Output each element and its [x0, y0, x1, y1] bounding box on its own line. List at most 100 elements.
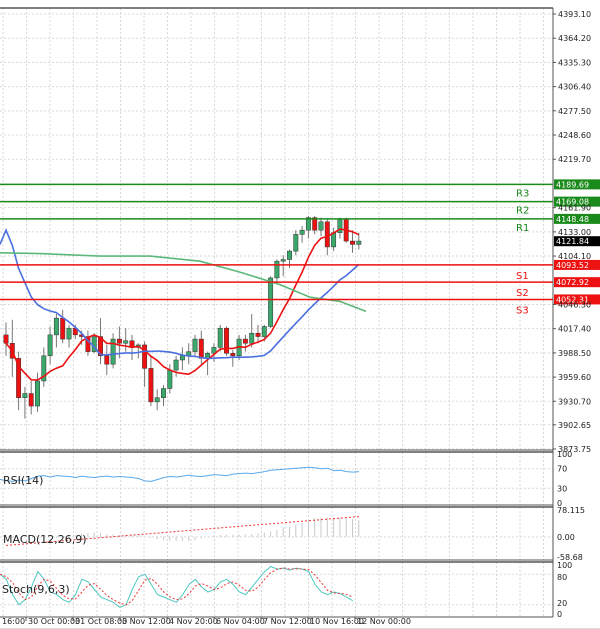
time-tick-label: 3 Nov 12:00 [122, 617, 171, 626]
candle [179, 355, 185, 361]
stoch-label: Stoch(9,6,3) [2, 583, 70, 596]
price-tick-label: 4306.40 [558, 83, 591, 92]
candle [41, 355, 47, 382]
candle [324, 221, 330, 248]
price-tick-label: 4046.30 [558, 300, 591, 309]
candle [268, 277, 274, 327]
macd-pane[interactable] [5, 516, 360, 546]
svg-text:0: 0 [557, 499, 562, 508]
level-name-R1: R1 [516, 223, 529, 234]
candle [116, 338, 122, 344]
level-price-tag: 4093.52 [556, 261, 589, 270]
svg-text:100: 100 [557, 450, 572, 459]
svg-text:0: 0 [557, 610, 562, 619]
price-tick-label: 4104.10 [558, 252, 591, 261]
rsi-label: RSI(14) [3, 474, 43, 487]
candle [110, 338, 116, 365]
candle [35, 380, 40, 407]
price-tick-label: 4393.10 [558, 10, 591, 19]
macd-label: MACD(12,26,9) [3, 533, 87, 546]
candle [142, 344, 148, 369]
time-tick-label: 6 Nov 04:00 [216, 617, 265, 626]
time-tick-label: 30 Oct 00:00 [28, 617, 80, 626]
price-tick-label: 4219.70 [558, 155, 591, 164]
price-tick-label: 3959.60 [558, 373, 591, 382]
candle [53, 317, 59, 336]
current-price-tag: 4121.84 [556, 237, 589, 246]
candle [249, 332, 255, 344]
candle [3, 334, 9, 344]
price-pane[interactable] [0, 215, 367, 419]
time-tick-label: 16:00 [2, 617, 25, 626]
level-price-tag: 4169.08 [556, 198, 589, 207]
candle [261, 326, 267, 337]
time-tick-label: 31 Oct 08:00 [75, 617, 127, 626]
price-tick-label: 4364.20 [558, 34, 591, 43]
level-price-tag: 4189.69 [556, 180, 589, 189]
candle [242, 338, 248, 344]
price-tick-label: 4277.50 [558, 107, 591, 116]
time-tick-label: 7 Nov 12:00 [263, 617, 312, 626]
candle [318, 221, 324, 231]
price-tick-label: 4248.60 [558, 131, 591, 140]
level-name-S3: S3 [516, 305, 529, 316]
level-name-R2: R2 [516, 206, 529, 217]
price-tick-label: 4017.40 [558, 325, 591, 334]
ma-fast-line [5, 228, 360, 381]
candle [255, 332, 261, 337]
candle [154, 397, 160, 403]
candle [16, 358, 22, 398]
svg-text:70: 70 [557, 465, 567, 474]
candle [305, 217, 311, 231]
time-tick-label: 12 Nov 00:00 [357, 617, 411, 626]
price-tick-label: 4133.00 [558, 228, 591, 237]
svg-text:0.00: 0.00 [557, 533, 575, 542]
price-tick-label: 3988.50 [558, 349, 591, 358]
candle [47, 334, 53, 357]
candle [98, 336, 103, 357]
svg-text:30: 30 [557, 484, 567, 493]
candle [123, 340, 129, 344]
level-name-S1: S1 [516, 271, 529, 282]
candle [28, 393, 34, 407]
level-price-tag: 4148.48 [556, 215, 589, 224]
price-tick-label: 4335.30 [558, 58, 591, 67]
price-tick-label: 3930.70 [558, 397, 591, 406]
price-tick-label: 4161.90 [558, 204, 591, 213]
level-price-tag: 4052.31 [556, 295, 589, 304]
candle [60, 317, 66, 340]
price-tick-label: 3902.65 [558, 421, 591, 430]
support-resistance-levels: 4189.69 R3 4169.08 R2 4148.48 R1 4093.52 S1 4072… [0, 179, 600, 316]
level-price-tag: 4072.92 [556, 278, 589, 287]
rsi-pane[interactable] [0, 466, 360, 482]
candle [167, 369, 173, 389]
candle [287, 250, 292, 260]
level-name-R3: R3 [516, 188, 529, 199]
candle [217, 327, 223, 348]
candle [312, 217, 318, 231]
candle [22, 393, 28, 398]
candle [161, 388, 166, 398]
candle [192, 338, 198, 352]
stochastic-pane[interactable] [0, 565, 354, 608]
svg-text:-58.68: -58.68 [557, 553, 583, 562]
time-tick-label: 10 Nov 16:00 [310, 617, 364, 626]
candle [224, 327, 229, 354]
svg-text:100: 100 [557, 561, 572, 570]
candle [211, 347, 217, 354]
grid-lines [0, 8, 553, 617]
candle [280, 259, 286, 262]
candle [350, 240, 355, 245]
candle [198, 338, 204, 359]
candle [230, 353, 236, 357]
candle [148, 368, 154, 403]
svg-text:78.115: 78.115 [557, 506, 585, 515]
level-name-S2: S2 [516, 288, 529, 299]
candle [66, 327, 72, 340]
svg-text:80: 80 [557, 573, 567, 582]
candle [293, 234, 299, 252]
svg-text:20: 20 [557, 599, 567, 608]
ma-mid-line [0, 228, 360, 360]
price-tick-label: 3873.75 [558, 445, 591, 454]
